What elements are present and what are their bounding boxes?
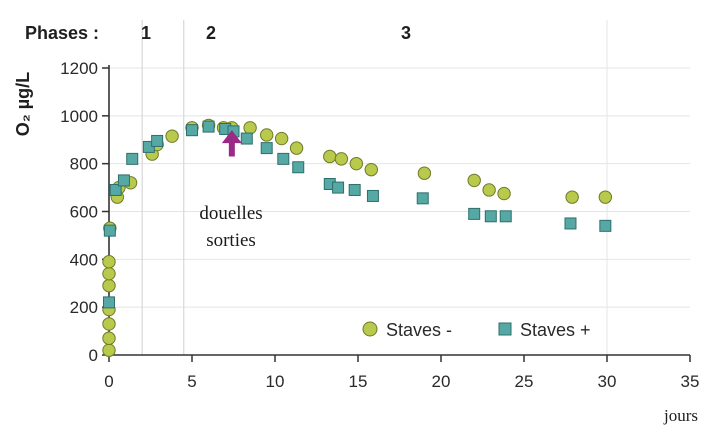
data-point-circle bbox=[598, 190, 613, 204]
data-point-square bbox=[416, 192, 429, 205]
data-point-square bbox=[126, 152, 139, 165]
data-point-circle bbox=[323, 149, 337, 164]
x-tick-label: 25 bbox=[515, 372, 534, 391]
legend: Staves - Staves + bbox=[362, 320, 591, 340]
data-point-circle bbox=[417, 166, 432, 180]
data-point-square bbox=[366, 189, 379, 202]
data-point-circle bbox=[102, 317, 116, 331]
data-point-circle bbox=[289, 141, 304, 155]
phase-label: 3 bbox=[401, 23, 411, 43]
data-point-square bbox=[109, 183, 122, 196]
x-tick-label: 10 bbox=[266, 372, 285, 391]
x-tick-label: 15 bbox=[349, 372, 368, 391]
data-point-square bbox=[240, 132, 253, 145]
series-staves-plus bbox=[103, 120, 612, 309]
x-tick-label: 20 bbox=[432, 372, 451, 391]
data-point-square bbox=[599, 219, 612, 232]
x-axis-label: jours bbox=[663, 406, 698, 425]
data-point-square bbox=[499, 210, 512, 223]
data-point-circle bbox=[349, 156, 364, 171]
data-point-square bbox=[117, 174, 130, 187]
data-point-circle bbox=[102, 278, 116, 293]
data-point-square bbox=[564, 217, 577, 230]
phases-label: Phases : bbox=[25, 23, 99, 43]
data-point-square bbox=[202, 120, 215, 133]
data-point-circle bbox=[497, 186, 511, 201]
data-point-square bbox=[103, 296, 115, 309]
legend-label-staves-plus: Staves + bbox=[520, 320, 591, 340]
phase-label: 2 bbox=[206, 23, 216, 43]
legend-marker-staves-minus bbox=[362, 321, 378, 337]
data-series bbox=[102, 118, 613, 357]
y-axis-label: O₂ µg/L bbox=[13, 72, 33, 136]
data-point-square bbox=[277, 152, 290, 165]
y-tick-label: 1000 bbox=[60, 107, 98, 126]
phase-label: 1 bbox=[141, 23, 151, 43]
data-point-circle bbox=[102, 343, 116, 357]
data-point-square bbox=[151, 134, 164, 147]
data-point-circle bbox=[364, 162, 378, 177]
data-point-circle bbox=[102, 255, 116, 269]
annotation-arrow-shaft bbox=[228, 141, 235, 157]
annotation-text: sorties bbox=[206, 230, 256, 251]
legend-label-staves-minus: Staves - bbox=[386, 320, 452, 340]
data-point-square bbox=[484, 210, 497, 223]
data-point-circle bbox=[274, 131, 289, 146]
y-tick-label: 600 bbox=[70, 203, 98, 222]
data-point-square bbox=[103, 224, 116, 237]
data-point-square bbox=[292, 161, 305, 174]
phase-divisions: 1 2 3 bbox=[141, 20, 411, 355]
data-point-circle bbox=[243, 121, 257, 135]
y-tick-label: 800 bbox=[70, 155, 98, 174]
data-point-square bbox=[186, 124, 198, 137]
grid bbox=[109, 20, 690, 355]
data-point-circle bbox=[260, 128, 274, 142]
x-tick-label: 0 bbox=[104, 372, 113, 391]
data-point-square bbox=[332, 181, 345, 194]
data-point-circle bbox=[165, 129, 179, 143]
data-point-circle bbox=[467, 173, 481, 188]
annotation: douelles sorties bbox=[199, 130, 263, 251]
data-point-square bbox=[260, 142, 273, 155]
data-point-circle bbox=[102, 331, 116, 345]
data-point-circle bbox=[565, 190, 579, 204]
data-point-circle bbox=[482, 183, 496, 197]
x-tick-label: 5 bbox=[187, 372, 196, 391]
axes: 0 200 400 600 800 1000 1200 0 5 10 15 20 25 30 35 bbox=[60, 59, 699, 391]
y-tick-label: 1200 bbox=[60, 59, 98, 78]
data-point-circle bbox=[334, 152, 349, 166]
data-point-square bbox=[468, 207, 481, 220]
x-tick-label: 30 bbox=[598, 372, 617, 391]
annotation-arrow-head bbox=[221, 130, 242, 144]
legend-marker-staves-plus bbox=[498, 322, 512, 336]
data-point-square bbox=[348, 183, 361, 196]
y-tick-label: 400 bbox=[70, 250, 98, 269]
annotation-text: douelles bbox=[199, 203, 262, 224]
data-point-circle bbox=[102, 266, 116, 281]
y-tick-label: 0 bbox=[89, 346, 98, 365]
x-tick-label: 35 bbox=[681, 372, 700, 391]
y-tick-label: 200 bbox=[70, 298, 98, 317]
